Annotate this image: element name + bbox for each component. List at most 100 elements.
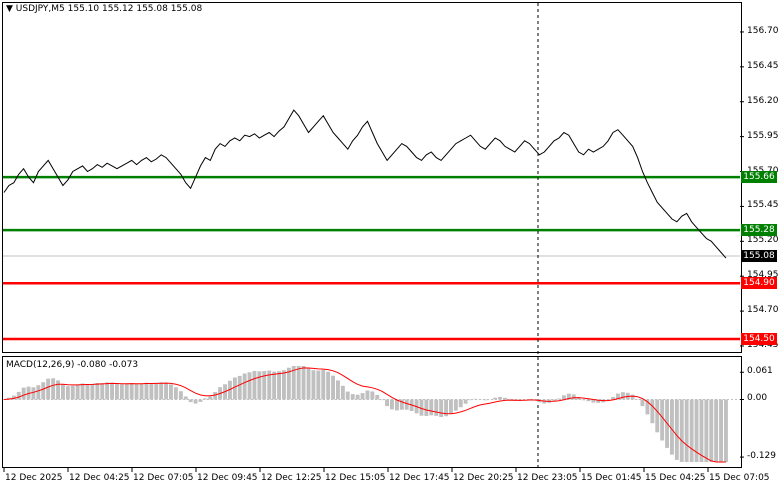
macd-histogram-bar	[444, 399, 448, 417]
macd-histogram-bar	[193, 399, 198, 404]
macd-histogram-bar	[385, 399, 389, 407]
time-tick-label: 12 Dec 2025	[5, 473, 63, 483]
macd-histogram-bar	[694, 399, 699, 462]
macd-histogram-bar	[498, 396, 502, 400]
level-price-tag: 154.50	[741, 333, 777, 346]
level-price-tag: 155.28	[741, 224, 777, 237]
macd-histogram-bar	[365, 390, 370, 400]
time-tick-label: 15 Dec 07:05	[709, 473, 770, 483]
macd-histogram-bar	[228, 380, 232, 400]
price-tick-label: 155.70	[747, 166, 779, 176]
time-tick-label: 12 Dec 12:25	[261, 473, 322, 483]
macd-histogram-bar	[252, 370, 257, 400]
macd-histogram-bar	[16, 391, 21, 400]
macd-histogram-bar	[198, 399, 203, 402]
macd-histogram-bar	[606, 399, 611, 401]
macd-histogram-bar	[61, 384, 65, 400]
macd-histogram-bar	[380, 399, 385, 401]
macd-histogram-bar	[31, 387, 36, 400]
macd-histogram-bar	[390, 399, 394, 410]
macd-histogram-bar	[331, 375, 335, 400]
time-tick-label: 12 Dec 09:45	[197, 473, 258, 483]
macd-histogram-bar	[188, 399, 193, 403]
macd-histogram-bar	[375, 395, 380, 400]
time-tick-label: 12 Dec 04:25	[69, 473, 130, 483]
macd-histogram-bar	[134, 383, 139, 400]
price-tick-label: 154.95	[747, 270, 779, 281]
macd-histogram-bar	[591, 399, 596, 403]
macd-histogram-bar	[429, 399, 434, 416]
macd-histogram-bar	[129, 383, 134, 400]
macd-histogram-bar	[316, 370, 321, 400]
macd-histogram-bar	[11, 395, 16, 400]
macd-histogram-bar	[291, 366, 296, 400]
macd-histogram-bar	[311, 370, 316, 400]
time-tick-label: 15 Dec 04:25	[645, 473, 706, 483]
macd-histogram-bar	[714, 399, 719, 462]
macd-histogram-bar	[41, 382, 46, 400]
macd-histogram-bar	[119, 384, 124, 400]
macd-histogram-bar	[208, 396, 213, 400]
macd-histogram-bar	[483, 399, 488, 401]
macd-histogram-bar	[169, 384, 173, 400]
level-price-tag: 155.66	[741, 171, 777, 184]
ohlc-values: 155.10 155.12 155.08 155.08	[67, 4, 203, 14]
price-tick-label: 156.45	[747, 60, 779, 71]
macd-histogram-bar	[439, 399, 444, 417]
macd-histogram-bar	[434, 399, 439, 416]
macd-title: MACD(12,26,9) -0.080 -0.073	[6, 360, 139, 370]
time-tick-label: 12 Dec 23:05	[517, 473, 578, 483]
macd-histogram-bar	[262, 371, 267, 400]
time-tick-label: 12 Dec 07:05	[133, 473, 194, 483]
macd-histogram-bar	[115, 383, 119, 400]
macd-histogram-bar	[272, 371, 277, 400]
symbol-header: ▼ USDJPY,M5 155.10 155.12 155.08 155.08	[6, 4, 202, 14]
macd-histogram-bar	[267, 370, 272, 400]
macd-histogram-bar	[56, 380, 60, 400]
macd-histogram-bar	[493, 397, 498, 400]
macd-histogram-bar	[110, 382, 114, 400]
macd-histogram-bar	[571, 394, 576, 400]
macd-histogram-bar	[6, 397, 11, 400]
macd-histogram-bar	[557, 398, 561, 400]
price-tick-label: 154.70	[747, 305, 779, 316]
triangle-down-icon[interactable]: ▼	[6, 4, 13, 14]
symbol-label: USDJPY,M5	[15, 4, 65, 14]
price-tick-label: 155.95	[747, 130, 779, 141]
macd-histogram-bar	[424, 399, 429, 416]
macd-histogram-bar	[70, 385, 75, 400]
macd-histogram-bar	[149, 383, 154, 400]
macd-histogram-bar	[336, 380, 340, 400]
macd-histogram-bar	[645, 399, 650, 415]
macd-histogram-bar	[586, 399, 591, 402]
time-tick-label: 15 Dec 01:45	[581, 473, 642, 483]
macd-histogram-bar	[616, 393, 620, 400]
macd-tick-label: 0.00	[747, 393, 768, 404]
macd-histogram-bar	[124, 384, 129, 400]
macd-histogram-bar	[296, 366, 301, 400]
macd-histogram-bar	[719, 399, 723, 462]
macd-tick-label: 0.061	[747, 366, 773, 377]
macd-histogram-bar	[232, 377, 237, 400]
macd-histogram-bar	[562, 395, 566, 400]
macd-histogram-bar	[286, 367, 291, 400]
macd-histogram-bar	[257, 371, 262, 400]
current-price-tag: 155.08	[741, 250, 777, 262]
macd-histogram-bar	[552, 399, 556, 401]
macd-signal-line	[3, 367, 726, 463]
macd-histogram-bar	[576, 397, 581, 400]
macd-histogram-bar	[100, 383, 105, 400]
macd-histogram-bar	[449, 399, 453, 414]
macd-histogram-bar	[242, 373, 247, 400]
macd-histogram-bar	[159, 382, 164, 400]
macd-histogram-bar	[95, 383, 100, 400]
macd-tick-label: -0.129	[747, 451, 777, 462]
macd-histogram-bar	[611, 397, 615, 400]
macd-pane[interactable]	[2, 356, 742, 468]
macd-histogram-bar	[178, 391, 183, 400]
time-tick-label: 12 Dec 20:25	[453, 473, 514, 483]
macd-histogram-bar	[596, 399, 601, 403]
macd-histogram-bar	[65, 386, 70, 400]
macd-histogram-bar	[640, 399, 645, 407]
macd-histogram-bar	[277, 371, 281, 400]
